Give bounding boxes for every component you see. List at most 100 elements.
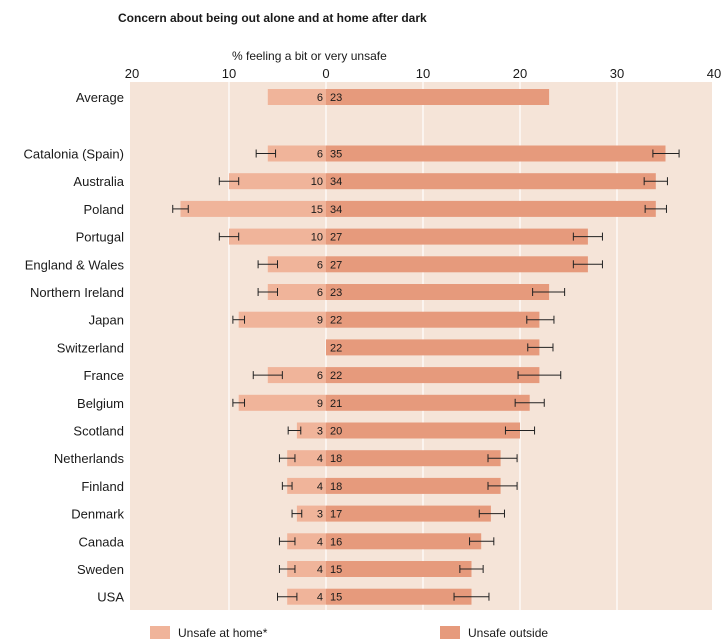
category-label: Scotland bbox=[73, 424, 124, 439]
value-label-outside: 22 bbox=[330, 370, 342, 382]
category-label: Belgium bbox=[77, 396, 124, 411]
x-tick-label: 30 bbox=[610, 66, 624, 81]
value-label-outside: 34 bbox=[330, 176, 342, 188]
bar-home bbox=[287, 450, 326, 467]
value-label-home: 3 bbox=[317, 426, 323, 438]
bar-home bbox=[238, 311, 326, 328]
bar-home bbox=[229, 228, 326, 245]
value-label-outside: 23 bbox=[330, 287, 342, 299]
value-label-home: 9 bbox=[317, 315, 323, 327]
bar-home bbox=[287, 477, 326, 494]
value-label-home: 4 bbox=[317, 453, 323, 465]
bar-home bbox=[267, 145, 326, 162]
bar-outside bbox=[326, 256, 588, 273]
category-label: Average bbox=[76, 90, 124, 105]
value-label-outside: 22 bbox=[330, 342, 342, 354]
bar-outside bbox=[326, 200, 656, 217]
value-label-outside: 17 bbox=[330, 509, 342, 521]
x-tick-label: 20 bbox=[125, 66, 139, 81]
bar-home bbox=[296, 422, 326, 439]
legend: Unsafe at home* Unsafe outside bbox=[150, 626, 548, 640]
value-label-outside: 22 bbox=[330, 315, 342, 327]
category-label: Portugal bbox=[76, 230, 125, 245]
bar-outside bbox=[326, 311, 540, 328]
value-label-home: 6 bbox=[317, 92, 323, 104]
value-label-outside: 21 bbox=[330, 398, 342, 410]
value-label-outside: 20 bbox=[330, 426, 342, 438]
bar-home bbox=[229, 173, 326, 190]
value-label-home: 15 bbox=[311, 204, 323, 216]
chart-title: Concern about being out alone and at hom… bbox=[118, 11, 427, 25]
value-label-outside: 35 bbox=[330, 149, 342, 161]
bar-home bbox=[287, 533, 326, 550]
value-label-outside: 27 bbox=[330, 232, 342, 244]
legend-label-home: Unsafe at home* bbox=[178, 626, 268, 640]
x-tick-label: 10 bbox=[222, 66, 236, 81]
category-labels: Average Catalonia (Spain) Australia Poland P… bbox=[24, 90, 125, 605]
bar-outside bbox=[326, 588, 472, 605]
value-label-home: 4 bbox=[317, 481, 323, 493]
value-label-home: 6 bbox=[317, 370, 323, 382]
error-bars bbox=[172, 149, 680, 601]
bar-outside bbox=[326, 173, 656, 190]
category-label: Netherlands bbox=[54, 451, 125, 466]
x-tick-label: 20 bbox=[513, 66, 527, 81]
value-label-home: 10 bbox=[311, 176, 323, 188]
category-label: Denmark bbox=[71, 507, 124, 522]
bar-outside bbox=[326, 422, 520, 439]
value-label-home: 9 bbox=[317, 398, 323, 410]
x-tick-label: 40 bbox=[707, 66, 721, 81]
bar-home bbox=[267, 89, 326, 105]
category-label: Japan bbox=[89, 313, 124, 328]
category-label: Canada bbox=[78, 534, 124, 549]
bar-outside bbox=[326, 89, 550, 105]
value-label-outside: 18 bbox=[330, 453, 342, 465]
value-label-outside: 23 bbox=[330, 92, 342, 104]
bar-outside bbox=[326, 145, 666, 162]
bar-outside bbox=[326, 477, 501, 494]
category-label: Northern Ireland bbox=[30, 285, 124, 300]
value-label-outside: 27 bbox=[330, 259, 342, 271]
bar-home bbox=[180, 200, 326, 217]
tick-labels: 20 10 0 10 20 30 40 bbox=[125, 66, 721, 81]
value-label-home: 4 bbox=[317, 564, 323, 576]
bar-home bbox=[238, 394, 326, 411]
category-label: Poland bbox=[84, 202, 124, 217]
bar-home bbox=[287, 561, 326, 577]
bar-outside bbox=[326, 533, 482, 550]
category-label: Catalonia (Spain) bbox=[24, 147, 124, 162]
category-label: Finland bbox=[81, 479, 124, 494]
bar-outside bbox=[326, 394, 530, 411]
value-label-outside: 18 bbox=[330, 481, 342, 493]
bar-outside bbox=[326, 450, 501, 467]
value-label-outside: 15 bbox=[330, 592, 342, 604]
category-label: Australia bbox=[73, 174, 124, 189]
x-axis-label: % feeling a bit or very unsafe bbox=[232, 49, 387, 63]
value-label-home: 3 bbox=[317, 509, 323, 521]
category-label: Switzerland bbox=[57, 340, 124, 355]
category-label: USA bbox=[97, 590, 124, 605]
bar-home bbox=[296, 505, 326, 522]
bar-outside bbox=[326, 367, 540, 384]
bar-outside bbox=[326, 505, 491, 522]
value-label-outside: 34 bbox=[330, 204, 342, 216]
category-label: England & Wales bbox=[25, 257, 125, 272]
value-label-outside: 16 bbox=[330, 536, 342, 548]
bars bbox=[180, 89, 666, 605]
value-label-outside: 15 bbox=[330, 564, 342, 576]
bar-home bbox=[267, 284, 326, 300]
bar-home bbox=[267, 256, 326, 273]
bar-outside bbox=[326, 339, 540, 356]
category-label: France bbox=[84, 368, 124, 383]
x-tick-label: 10 bbox=[416, 66, 430, 81]
legend-swatch-home bbox=[150, 626, 170, 639]
value-label-home: 4 bbox=[317, 536, 323, 548]
value-label-home: 6 bbox=[317, 287, 323, 299]
bar-outside bbox=[326, 284, 550, 300]
value-label-home: 4 bbox=[317, 592, 323, 604]
value-label-home: 6 bbox=[317, 259, 323, 271]
x-tick-label: 0 bbox=[322, 66, 329, 81]
category-label: Sweden bbox=[77, 562, 124, 577]
